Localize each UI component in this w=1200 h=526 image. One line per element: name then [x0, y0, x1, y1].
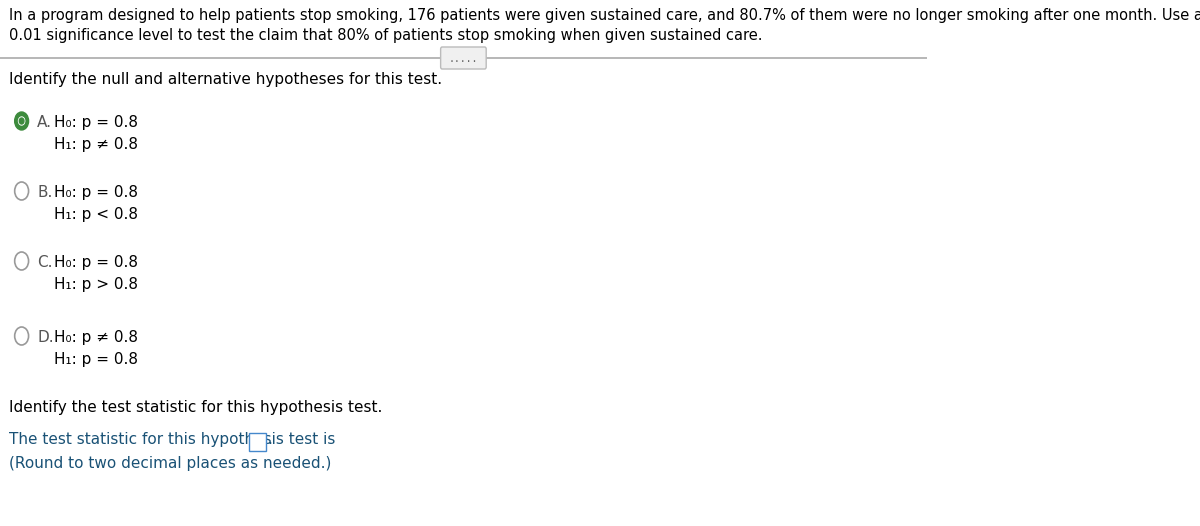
- Text: .....: .....: [449, 54, 478, 64]
- Text: H₀: p = 0.8: H₀: p = 0.8: [54, 185, 138, 200]
- Circle shape: [16, 328, 28, 345]
- Text: .: .: [268, 432, 272, 447]
- Text: H₀: p = 0.8: H₀: p = 0.8: [54, 115, 138, 130]
- Circle shape: [18, 117, 25, 125]
- Text: Identify the test statistic for this hypothesis test.: Identify the test statistic for this hyp…: [10, 400, 383, 415]
- FancyBboxPatch shape: [248, 433, 265, 451]
- Text: H₁: p > 0.8: H₁: p > 0.8: [54, 277, 138, 292]
- Text: 0.01 significance level to test the claim that 80% of patients stop smoking when: 0.01 significance level to test the clai…: [10, 28, 763, 43]
- Circle shape: [14, 112, 29, 130]
- FancyBboxPatch shape: [440, 47, 486, 69]
- Text: H₁: p ≠ 0.8: H₁: p ≠ 0.8: [54, 137, 138, 152]
- Text: (Round to two decimal places as needed.): (Round to two decimal places as needed.): [10, 456, 331, 471]
- Circle shape: [16, 183, 28, 199]
- Text: H₀: p = 0.8: H₀: p = 0.8: [54, 255, 138, 270]
- Circle shape: [16, 252, 28, 269]
- Text: In a program designed to help patients stop smoking, 176 patients were given sus: In a program designed to help patients s…: [10, 8, 1200, 23]
- Text: H₁: p < 0.8: H₁: p < 0.8: [54, 207, 138, 222]
- Text: Identify the null and alternative hypotheses for this test.: Identify the null and alternative hypoth…: [10, 72, 443, 87]
- Circle shape: [19, 118, 24, 124]
- Text: The test statistic for this hypothesis test is: The test statistic for this hypothesis t…: [10, 432, 336, 447]
- Text: H₀: p ≠ 0.8: H₀: p ≠ 0.8: [54, 330, 138, 345]
- Text: H₁: p = 0.8: H₁: p = 0.8: [54, 352, 138, 367]
- Text: A.: A.: [37, 115, 52, 130]
- Text: C.: C.: [37, 255, 53, 270]
- Text: B.: B.: [37, 185, 53, 200]
- Text: D.: D.: [37, 330, 54, 345]
